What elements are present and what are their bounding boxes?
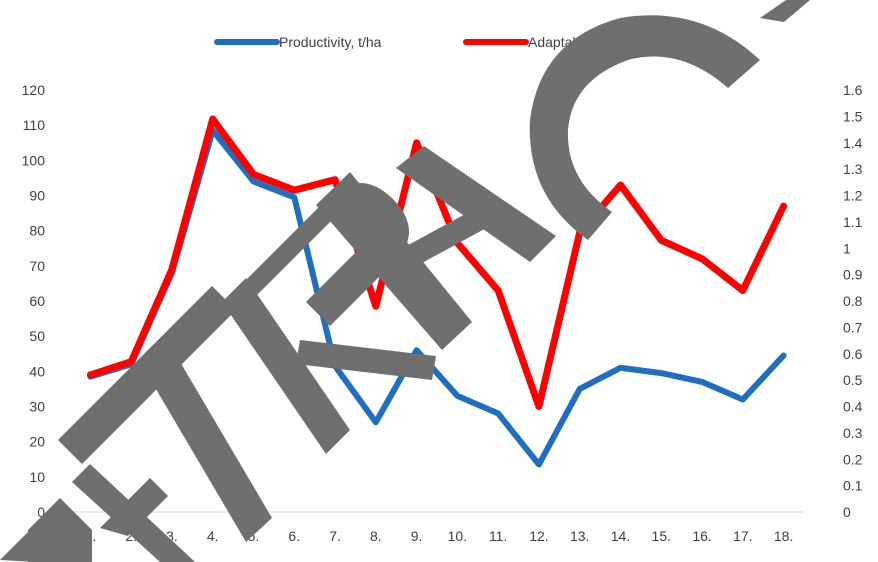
data-point (252, 180, 255, 183)
data-point (89, 374, 91, 376)
x-tick-label: 17. (733, 528, 752, 544)
watermark-letter-x-b (100, 478, 168, 536)
data-point (579, 388, 581, 390)
x-tick-label: 14. (611, 528, 630, 544)
x-tick-label: 13. (570, 528, 589, 544)
data-point (456, 395, 458, 397)
data-point (742, 289, 744, 292)
data-point (660, 239, 662, 241)
x-tick-label: 16. (692, 528, 711, 544)
data-point (416, 142, 418, 144)
data-point (660, 372, 662, 374)
left-y-tick-label: 90 (29, 188, 45, 204)
data-point (293, 196, 295, 198)
right-y-tick-label: 1.2 (843, 188, 863, 204)
x-tick-label: 10. (448, 528, 467, 544)
right-y-tick-label: 0.1 (843, 478, 863, 494)
right-y-tick-label: 1.3 (843, 161, 863, 177)
watermark-letter-t-stem (140, 338, 272, 542)
x-tick-label: 3. (166, 528, 178, 544)
left-y-tick-label: 60 (29, 293, 45, 309)
watermark-letter-e (0, 498, 92, 562)
watermark-letter-r-stem (222, 278, 350, 454)
x-tick-label: 8. (370, 528, 382, 544)
data-point (701, 381, 703, 383)
watermark-letter-r-bowl (230, 182, 409, 326)
data-point (212, 118, 214, 120)
right-y-tick-label: 0 (843, 504, 851, 520)
x-tick-label: 12. (529, 528, 548, 544)
x-axis: 1.2.3.4.5.6.7.8.9.10.11.12.13.14.15.16.1… (70, 511, 804, 544)
watermark-letter-a-right (396, 146, 556, 262)
left-y-tick-label: 50 (29, 328, 45, 344)
right-y-tick-label: 1.5 (843, 108, 863, 124)
watermark-letter-r-leg (296, 340, 436, 380)
right-y-tick-label: 1.6 (843, 82, 863, 98)
right-y-tick-label: 1 (843, 240, 851, 256)
left-y-axis: 0 10 20 30 40 50 60 70 80 90 100 110 120 (22, 82, 46, 520)
data-point (619, 367, 622, 369)
data-point (619, 184, 622, 186)
left-y-tick-label: 20 (29, 434, 45, 450)
left-y-tick-label: 10 (29, 469, 45, 485)
data-point (252, 173, 255, 175)
data-point (334, 179, 336, 181)
right-y-tick-label: 1.4 (843, 135, 863, 151)
legend-label: Productivity, t/ha (279, 34, 382, 50)
x-tick-label: 7. (329, 528, 341, 544)
right-y-axis: 0 0.1 0.2 0.3 0.4 0.5 0.6 0.7 0.8 0.9 1 1.1 1.2 1.3 1.… (843, 82, 863, 520)
watermark (0, 0, 810, 562)
right-y-tick-label: 0.2 (843, 451, 863, 467)
watermark-letter-t-bar (58, 286, 236, 464)
right-y-tick-label: 0.3 (843, 425, 863, 441)
left-y-tick-label: 110 (23, 117, 46, 133)
watermark-letter-c (529, 15, 760, 241)
x-tick-label: 11. (489, 528, 507, 544)
data-point (293, 189, 295, 191)
data-point (783, 205, 785, 207)
x-tick-label: 15. (652, 528, 671, 544)
watermark-letter-a-bar (388, 206, 490, 276)
right-y-tick-label: 0.9 (843, 267, 863, 283)
data-point (497, 412, 499, 415)
left-y-tick-label: 120 (22, 82, 46, 98)
data-point (171, 268, 173, 270)
data-point (497, 289, 499, 292)
left-y-tick-label: 80 (29, 223, 45, 239)
right-y-tick-label: 0.5 (843, 372, 863, 388)
data-point (375, 421, 377, 423)
x-tick-label: 18. (774, 528, 793, 544)
data-point (130, 361, 132, 363)
right-y-tick-label: 0.7 (843, 319, 863, 335)
legend-item: Productivity, t/ha (214, 34, 382, 50)
x-tick-label: 2. (125, 528, 137, 544)
right-y-tick-label: 0.6 (843, 346, 863, 362)
right-y-tick-label: 1.1 (843, 214, 863, 230)
left-y-tick-label: 40 (29, 363, 45, 379)
data-point (375, 305, 377, 307)
left-y-tick-label: 30 (29, 399, 45, 415)
data-point (701, 258, 703, 260)
x-tick-label: 4. (207, 528, 219, 544)
x-tick-label: 9. (411, 528, 423, 544)
right-y-tick-label: 0.4 (843, 399, 863, 415)
right-y-tick-label: 0.8 (843, 293, 863, 309)
data-point (538, 405, 540, 408)
left-y-tick-label: 70 (29, 258, 45, 274)
watermark-letter-t2 (760, 0, 810, 22)
left-y-tick-label: 100 (22, 152, 46, 168)
data-point (416, 349, 418, 351)
data-point (783, 354, 785, 357)
x-tick-label: 6. (288, 528, 300, 544)
data-point (742, 398, 744, 401)
x-tick-label: 5. (248, 528, 260, 544)
data-point (538, 463, 540, 466)
left-y-tick-label: 0 (37, 504, 45, 520)
